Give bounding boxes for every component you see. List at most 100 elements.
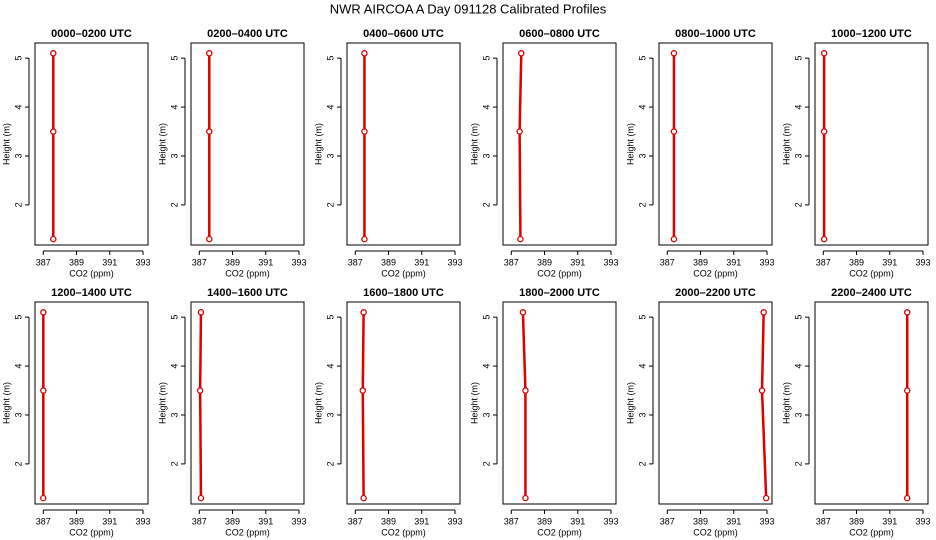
panel-title: 1000–1200 UTC [831, 28, 912, 40]
y-tick-label: 3 [13, 412, 23, 417]
y-tick-label: 3 [169, 412, 179, 417]
y-tick-label: 2 [325, 202, 335, 207]
x-tick-label: 389 [849, 516, 864, 526]
profile-point [820, 50, 828, 57]
panel-title: 0600–0800 UTC [519, 28, 600, 40]
y-tick-label: 5 [481, 315, 491, 320]
x-tick-label: 389 [849, 257, 864, 267]
x-tick-label: 387 [348, 516, 363, 526]
y-tick-label: 5 [637, 56, 647, 61]
x-tick-label: 393 [135, 257, 150, 267]
plot-box [190, 42, 305, 246]
profile-point [50, 235, 57, 243]
x-axis-label: CO2 (ppm) [381, 527, 426, 537]
plot-box [502, 301, 617, 505]
x-tick-label: 389 [381, 257, 396, 267]
x-tick-label: 387 [192, 516, 207, 526]
x-axis-label: CO2 (ppm) [693, 268, 738, 278]
x-tick-label: 389 [537, 257, 552, 267]
y-tick-label: 4 [481, 364, 491, 369]
profile-point [40, 494, 47, 502]
x-tick-label: 389 [69, 516, 84, 526]
x-tick-label: 387 [36, 516, 51, 526]
x-tick-label: 393 [915, 257, 930, 267]
y-tick-label: 4 [637, 105, 647, 110]
x-tick-label: 391 [414, 516, 429, 526]
profile-line [361, 312, 365, 499]
x-tick-label: 391 [258, 257, 273, 267]
x-tick-label: 389 [225, 257, 240, 267]
x-tick-label: 391 [102, 516, 117, 526]
x-tick-label: 391 [570, 257, 585, 267]
y-tick-label: 4 [13, 364, 23, 369]
x-tick-label: 391 [726, 516, 741, 526]
y-axis-label: Height (m) [781, 382, 791, 424]
y-tick-label: 3 [481, 153, 491, 158]
y-tick-label: 3 [481, 412, 491, 417]
x-axis-label: CO2 (ppm) [381, 268, 426, 278]
x-tick-label: 387 [192, 257, 207, 267]
profile-point [820, 235, 828, 243]
y-tick-label: 5 [325, 315, 335, 320]
panel-title: 1400–1600 UTC [207, 287, 288, 299]
profile-point [903, 309, 911, 316]
y-axis-label: Height (m) [469, 382, 479, 424]
x-axis-label: CO2 (ppm) [69, 527, 114, 537]
y-axis-label: Height (m) [157, 382, 167, 424]
y-tick-label: 3 [793, 412, 803, 417]
x-tick-label: 389 [693, 257, 708, 267]
x-axis-label: CO2 (ppm) [225, 527, 270, 537]
x-axis-label: CO2 (ppm) [849, 268, 894, 278]
y-axis-label: Height (m) [313, 123, 323, 165]
y-tick-label: 4 [481, 105, 491, 110]
y-tick-label: 5 [637, 315, 647, 320]
y-tick-label: 4 [325, 105, 335, 110]
x-tick-label: 387 [816, 516, 831, 526]
profile-point [903, 494, 911, 502]
y-tick-label: 5 [793, 56, 803, 61]
x-tick-label: 393 [447, 257, 462, 267]
y-tick-label: 2 [793, 461, 803, 466]
profile-point [206, 50, 213, 57]
profile-point [361, 235, 368, 243]
y-tick-label: 5 [13, 315, 23, 320]
y-tick-label: 4 [13, 105, 23, 110]
y-tick-label: 2 [637, 202, 647, 207]
panel-title: 1200–1400 UTC [51, 287, 132, 299]
y-axis-label: Height (m) [1, 123, 11, 165]
x-tick-label: 389 [537, 516, 552, 526]
plot-box [658, 301, 773, 505]
profile-point [820, 128, 828, 135]
x-axis-label: CO2 (ppm) [537, 268, 582, 278]
y-tick-label: 3 [325, 412, 335, 417]
x-axis-label: CO2 (ppm) [69, 268, 114, 278]
y-tick-label: 3 [637, 153, 647, 158]
x-tick-label: 387 [660, 516, 675, 526]
y-axis-label: Height (m) [157, 123, 167, 165]
plot-box [190, 301, 305, 505]
profile-point [360, 494, 367, 502]
profile-point [518, 50, 525, 57]
y-tick-label: 5 [325, 56, 335, 61]
x-tick-label: 389 [69, 257, 84, 267]
y-tick-label: 3 [637, 412, 647, 417]
plot-box [814, 42, 929, 246]
plot-box [814, 301, 929, 505]
x-tick-label: 391 [102, 257, 117, 267]
x-tick-label: 393 [603, 257, 618, 267]
y-tick-label: 2 [13, 202, 23, 207]
x-tick-label: 393 [759, 516, 774, 526]
y-axis-label: Height (m) [781, 123, 791, 165]
profile-point [197, 309, 205, 316]
profile-point [516, 128, 523, 135]
y-tick-label: 3 [13, 153, 23, 158]
x-axis-label: CO2 (ppm) [693, 527, 738, 537]
y-tick-label: 5 [169, 56, 179, 61]
x-tick-label: 391 [882, 257, 897, 267]
profile-point [760, 309, 767, 316]
x-tick-label: 391 [258, 516, 273, 526]
x-tick-label: 391 [726, 257, 741, 267]
panel-title: 2000–2200 UTC [675, 287, 756, 299]
main-title: NWR AIRCOA A Day 091128 Calibrated Profi… [330, 1, 607, 16]
